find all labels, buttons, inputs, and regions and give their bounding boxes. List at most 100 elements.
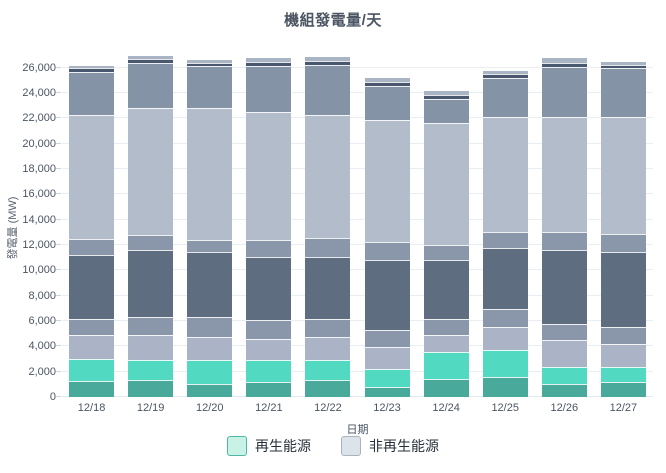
bar-segment-renewable[interactable]: [187, 360, 233, 384]
bar-segment-non-renewable[interactable]: [246, 338, 292, 361]
bar-segment-non-renewable[interactable]: [541, 231, 587, 251]
bar-segment-non-renewable[interactable]: [423, 99, 469, 123]
bar-segment-non-renewable[interactable]: [541, 66, 587, 117]
bar-segment-non-renewable[interactable]: [69, 238, 115, 256]
bar-segment-renewable[interactable]: [246, 381, 292, 397]
bar-segment-renewable[interactable]: [305, 360, 351, 381]
bar-segment-non-renewable[interactable]: [305, 115, 351, 239]
bar-segment-non-renewable[interactable]: [246, 111, 292, 241]
bar-segment-non-renewable[interactable]: [364, 260, 410, 331]
bar-segment-non-renewable[interactable]: [128, 335, 174, 361]
bar-segment-non-renewable[interactable]: [600, 343, 646, 367]
bar-segment-non-renewable[interactable]: [187, 316, 233, 337]
bar-segment-non-renewable[interactable]: [600, 326, 646, 344]
bar-segment-non-renewable[interactable]: [423, 122, 469, 246]
bar-segment-renewable[interactable]: [482, 350, 528, 377]
bar-segment-non-renewable[interactable]: [482, 116, 528, 232]
bar-segment-non-renewable[interactable]: [128, 235, 174, 251]
bar-segment-non-renewable[interactable]: [541, 250, 587, 324]
bar-segment-non-renewable[interactable]: [541, 116, 587, 232]
bar-segment-non-renewable[interactable]: [246, 320, 292, 339]
bar-segment-non-renewable[interactable]: [600, 251, 646, 327]
bar-segment-non-renewable[interactable]: [305, 65, 351, 116]
stacked-bar-12/19[interactable]: [128, 55, 174, 397]
bar-segment-non-renewable[interactable]: [423, 245, 469, 261]
bar-segment-non-renewable[interactable]: [541, 62, 587, 67]
bar-segment-non-renewable[interactable]: [305, 238, 351, 257]
bar-segment-non-renewable[interactable]: [128, 317, 174, 336]
bar-segment-non-renewable[interactable]: [246, 61, 292, 67]
bar-segment-non-renewable[interactable]: [482, 248, 528, 309]
bar-segment-non-renewable[interactable]: [128, 63, 174, 109]
bar-segment-renewable[interactable]: [128, 360, 174, 381]
bar-segment-renewable[interactable]: [541, 367, 587, 384]
bar-segment-non-renewable[interactable]: [246, 66, 292, 112]
stacked-bar-12/23[interactable]: [364, 78, 410, 397]
stacked-bar-12/20[interactable]: [187, 60, 233, 397]
bar-segment-renewable[interactable]: [364, 387, 410, 397]
bar-segment-non-renewable[interactable]: [541, 323, 587, 341]
bar-segment-non-renewable[interactable]: [187, 108, 233, 241]
bar-segment-non-renewable[interactable]: [364, 347, 410, 369]
bar-segment-non-renewable[interactable]: [423, 318, 469, 336]
bar-segment-non-renewable[interactable]: [187, 66, 233, 109]
bar-segment-non-renewable[interactable]: [482, 74, 528, 79]
bar-segment-non-renewable[interactable]: [482, 308, 528, 327]
bar-segment-renewable[interactable]: [305, 380, 351, 397]
bar-segment-non-renewable[interactable]: [364, 86, 410, 121]
bar-segment-non-renewable[interactable]: [187, 60, 233, 64]
bar-segment-non-renewable[interactable]: [423, 335, 469, 352]
bar-segment-non-renewable[interactable]: [423, 95, 469, 100]
bar-segment-non-renewable[interactable]: [69, 335, 115, 359]
bar-segment-non-renewable[interactable]: [69, 115, 115, 239]
stacked-bar-12/22[interactable]: [305, 56, 351, 397]
bar-segment-non-renewable[interactable]: [600, 65, 646, 69]
bar-segment-non-renewable[interactable]: [69, 67, 115, 73]
bar-segment-non-renewable[interactable]: [305, 56, 351, 61]
bar-segment-non-renewable[interactable]: [364, 81, 410, 87]
bar-segment-non-renewable[interactable]: [246, 256, 292, 321]
bar-segment-non-renewable[interactable]: [600, 233, 646, 252]
bar-segment-non-renewable[interactable]: [69, 66, 115, 68]
bar-segment-renewable[interactable]: [246, 360, 292, 382]
bar-segment-non-renewable[interactable]: [305, 318, 351, 337]
bar-segment-non-renewable[interactable]: [482, 70, 528, 75]
bar-segment-non-renewable[interactable]: [541, 58, 587, 63]
bar-segment-non-renewable[interactable]: [187, 336, 233, 361]
bar-segment-renewable[interactable]: [69, 358, 115, 382]
bar-segment-non-renewable[interactable]: [246, 58, 292, 62]
bar-segment-renewable[interactable]: [600, 381, 646, 397]
bar-segment-non-renewable[interactable]: [423, 90, 469, 96]
legend-item-renewable[interactable]: 再生能源: [227, 436, 311, 456]
bar-segment-non-renewable[interactable]: [364, 78, 410, 82]
bar-segment-renewable[interactable]: [423, 378, 469, 397]
bar-segment-non-renewable[interactable]: [69, 255, 115, 319]
bar-segment-non-renewable[interactable]: [364, 241, 410, 261]
bar-segment-renewable[interactable]: [600, 367, 646, 382]
bar-segment-non-renewable[interactable]: [482, 231, 528, 249]
bar-segment-non-renewable[interactable]: [128, 58, 174, 64]
stacked-bar-12/24[interactable]: [423, 90, 469, 397]
bar-segment-non-renewable[interactable]: [600, 116, 646, 234]
bar-segment-non-renewable[interactable]: [482, 326, 528, 351]
legend-item-nonrenewable[interactable]: 非再生能源: [341, 436, 439, 456]
bar-segment-non-renewable[interactable]: [246, 240, 292, 257]
bar-segment-non-renewable[interactable]: [364, 330, 410, 347]
bar-segment-non-renewable[interactable]: [128, 108, 174, 236]
bar-segment-non-renewable[interactable]: [187, 240, 233, 252]
bar-segment-renewable[interactable]: [69, 381, 115, 397]
bar-segment-non-renewable[interactable]: [305, 256, 351, 319]
bar-segment-non-renewable[interactable]: [305, 60, 351, 65]
bar-segment-non-renewable[interactable]: [69, 318, 115, 336]
stacked-bar-12/27[interactable]: [600, 61, 646, 397]
bar-segment-renewable[interactable]: [128, 380, 174, 397]
stacked-bar-12/18[interactable]: [69, 66, 115, 397]
bar-segment-non-renewable[interactable]: [128, 55, 174, 59]
bar-segment-non-renewable[interactable]: [423, 260, 469, 319]
bar-segment-renewable[interactable]: [187, 383, 233, 397]
stacked-bar-12/25[interactable]: [482, 70, 528, 397]
stacked-bar-12/21[interactable]: [246, 58, 292, 397]
bar-segment-renewable[interactable]: [364, 368, 410, 387]
bar-segment-renewable[interactable]: [541, 383, 587, 397]
bar-segment-non-renewable[interactable]: [187, 63, 233, 67]
